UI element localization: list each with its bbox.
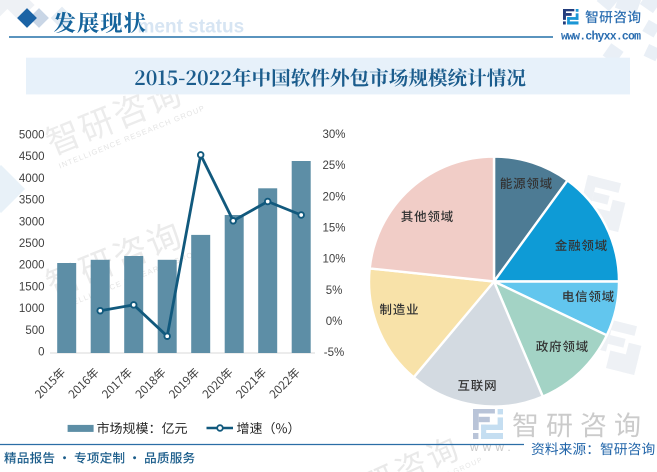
svg-text:3000: 3000 xyxy=(19,216,45,228)
svg-text:ment status: ment status xyxy=(138,17,245,38)
svg-text:3500: 3500 xyxy=(19,195,45,207)
svg-text:www.: www. xyxy=(469,440,515,454)
svg-text:5%: 5% xyxy=(326,285,343,297)
svg-text:-5%: -5% xyxy=(324,347,344,359)
svg-text:www.chyxx.com: www.chyxx.com xyxy=(561,31,641,44)
svg-text:500: 500 xyxy=(25,325,44,337)
svg-text:4500: 4500 xyxy=(19,151,45,163)
svg-text:2500: 2500 xyxy=(19,238,45,250)
svg-text:1500: 1500 xyxy=(19,281,45,293)
svg-text:2000: 2000 xyxy=(19,260,45,272)
svg-text:0: 0 xyxy=(38,347,44,359)
svg-text:15%: 15% xyxy=(322,223,345,235)
svg-text:20%: 20% xyxy=(322,191,345,203)
svg-text:10%: 10% xyxy=(322,254,345,266)
svg-text:30%: 30% xyxy=(322,129,345,141)
svg-text:5000: 5000 xyxy=(19,130,45,142)
svg-text:4000: 4000 xyxy=(19,173,45,185)
svg-text:0%: 0% xyxy=(326,316,343,328)
svg-text:1000: 1000 xyxy=(19,303,45,315)
svg-text:25%: 25% xyxy=(322,160,345,172)
